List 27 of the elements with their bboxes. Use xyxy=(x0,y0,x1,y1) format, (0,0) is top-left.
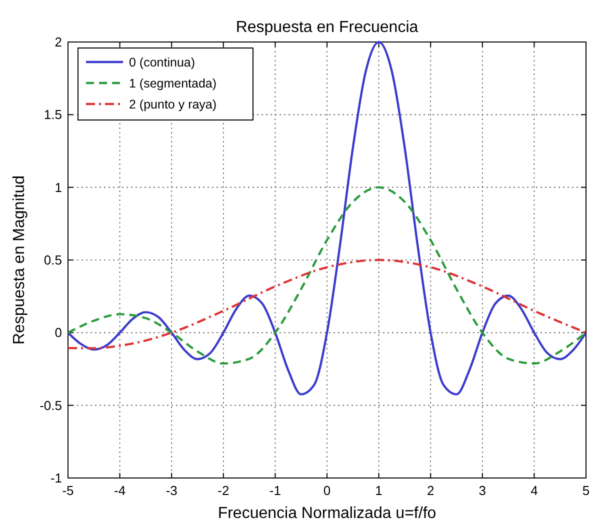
x-axis-title: Frecuencia Normalizada u=f/fo xyxy=(218,505,436,522)
y-tick-label: 1.5 xyxy=(44,107,62,122)
x-tick-label: 3 xyxy=(478,483,486,498)
x-tick-label: 2 xyxy=(426,483,434,498)
x-tick-label: -4 xyxy=(114,483,126,498)
y-tick-label: -1 xyxy=(50,470,62,486)
x-tick-label: -1 xyxy=(269,483,281,498)
x-tick-label: 5 xyxy=(582,483,590,498)
x-tick-label: -3 xyxy=(166,483,178,498)
y-tick-label: 2 xyxy=(54,34,62,50)
y-axis-title: Respuesta en Magnitud xyxy=(11,176,28,344)
y-tick-label: 0.5 xyxy=(44,252,62,268)
x-tick-label: 0 xyxy=(323,483,331,498)
legend-label: 1 (segmentada) xyxy=(129,76,217,90)
chart-title: Respuesta en Frecuencia xyxy=(236,19,418,36)
legend-label: 2 (punto y raya) xyxy=(129,98,217,112)
x-tick-label: 4 xyxy=(530,483,538,498)
x-tick-label: 1 xyxy=(375,483,382,498)
y-tick-label: 0 xyxy=(54,325,62,340)
legend-label: 0 (continua) xyxy=(129,56,196,70)
x-tick-label: -5 xyxy=(62,483,74,498)
line-series xyxy=(68,40,586,396)
y-tick-label: 1 xyxy=(54,180,62,195)
line-series xyxy=(68,258,586,350)
line-series xyxy=(68,186,586,365)
y-tick-label: -0.5 xyxy=(40,398,62,413)
x-tick-label: -2 xyxy=(218,483,230,498)
